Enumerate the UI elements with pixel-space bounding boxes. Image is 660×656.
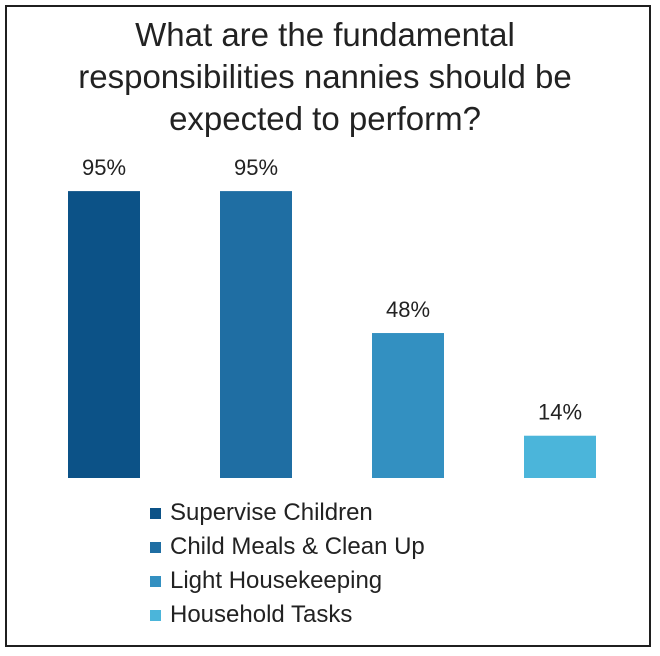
legend-swatch — [150, 575, 161, 587]
bar-4 — [524, 435, 596, 478]
legend-item-child-meals: Child Meals & Clean Up — [150, 530, 425, 564]
legend-label: Household Tasks — [170, 601, 353, 628]
data-label-3: 48% — [386, 297, 430, 322]
legend-item-supervise-children: Supervise Children — [150, 496, 425, 530]
bar-3 — [372, 333, 444, 478]
legend-label: Supervise Children — [170, 499, 373, 526]
legend-swatch — [150, 541, 161, 553]
legend-item-household-tasks: Household Tasks — [150, 598, 425, 632]
legend-item-light-housekeeping: Light Housekeeping — [150, 564, 425, 598]
data-label-2: 95% — [234, 155, 278, 180]
data-label-4: 14% — [538, 400, 582, 425]
legend-swatch — [150, 609, 161, 621]
title-line-2: responsibilities nannies should be — [78, 58, 572, 95]
bar-2 — [220, 191, 292, 478]
legend: Supervise Children Child Meals & Clean U… — [150, 496, 425, 632]
chart-title: What are the fundamental responsibilitie… — [30, 14, 620, 140]
title-line-1: What are the fundamental — [135, 16, 515, 53]
legend-swatch — [150, 507, 161, 519]
bar-1 — [68, 191, 140, 478]
data-label-1: 95% — [82, 155, 126, 180]
legend-label: Light Housekeeping — [170, 567, 383, 594]
title-line-3: expected to perform? — [169, 100, 481, 137]
legend-label: Child Meals & Clean Up — [170, 533, 425, 560]
